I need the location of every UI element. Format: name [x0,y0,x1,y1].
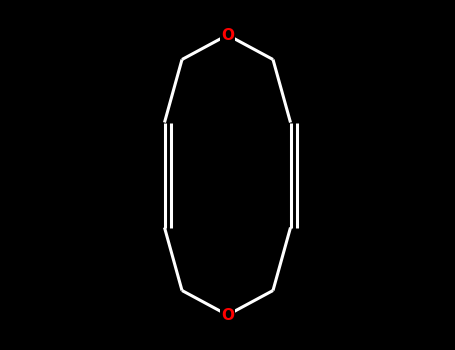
Text: O: O [221,308,234,322]
Text: O: O [221,28,234,42]
